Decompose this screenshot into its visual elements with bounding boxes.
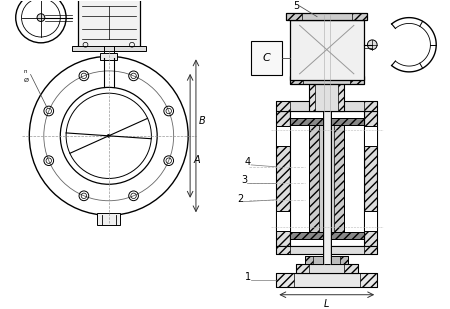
Bar <box>286 13 368 19</box>
Text: 5: 5 <box>293 1 299 11</box>
Bar <box>78 0 140 47</box>
Text: 1: 1 <box>245 272 251 282</box>
Bar <box>290 111 364 246</box>
Bar <box>276 246 290 254</box>
Bar <box>290 118 364 125</box>
Bar <box>309 118 323 239</box>
Bar <box>276 273 294 287</box>
Bar <box>306 256 348 264</box>
Circle shape <box>107 134 110 137</box>
Bar <box>364 111 377 246</box>
Bar <box>290 232 364 239</box>
Bar <box>306 256 313 264</box>
Text: C: C <box>263 53 270 63</box>
Bar <box>290 76 303 83</box>
Bar <box>296 264 309 273</box>
Bar <box>352 13 368 19</box>
Text: n: n <box>23 70 27 74</box>
Bar <box>364 101 377 111</box>
Bar <box>97 213 120 225</box>
Bar <box>290 232 364 239</box>
Bar <box>344 264 358 273</box>
Text: B: B <box>199 116 206 126</box>
Text: 2: 2 <box>237 194 243 204</box>
Bar <box>309 118 319 239</box>
Text: 4: 4 <box>245 157 251 167</box>
Bar <box>364 111 377 246</box>
Bar <box>331 118 344 239</box>
Bar <box>350 76 364 83</box>
Bar <box>276 111 290 246</box>
Bar <box>334 118 344 239</box>
Bar <box>338 80 344 111</box>
Bar <box>276 211 290 231</box>
Bar <box>364 211 377 231</box>
Bar <box>276 273 377 287</box>
Bar <box>309 80 344 111</box>
Bar <box>323 15 331 264</box>
Bar <box>251 41 282 75</box>
Bar <box>276 111 290 246</box>
Text: L: L <box>324 298 329 309</box>
Bar <box>340 256 348 264</box>
Bar <box>72 46 145 51</box>
Text: Ø: Ø <box>23 78 28 83</box>
Bar <box>100 53 117 60</box>
Text: A: A <box>193 155 200 165</box>
Bar <box>286 13 302 19</box>
Bar <box>364 126 377 146</box>
Bar <box>360 273 377 287</box>
Bar <box>276 246 377 254</box>
Circle shape <box>368 40 377 50</box>
Polygon shape <box>323 264 331 269</box>
Bar <box>290 76 364 83</box>
Bar <box>276 126 290 146</box>
Bar <box>276 101 377 111</box>
Bar <box>309 80 315 111</box>
Bar <box>276 101 290 111</box>
Bar <box>290 19 364 80</box>
Bar <box>290 118 364 125</box>
Bar <box>364 246 377 254</box>
Circle shape <box>37 14 45 22</box>
Text: 3: 3 <box>241 175 248 185</box>
Bar <box>296 264 358 273</box>
